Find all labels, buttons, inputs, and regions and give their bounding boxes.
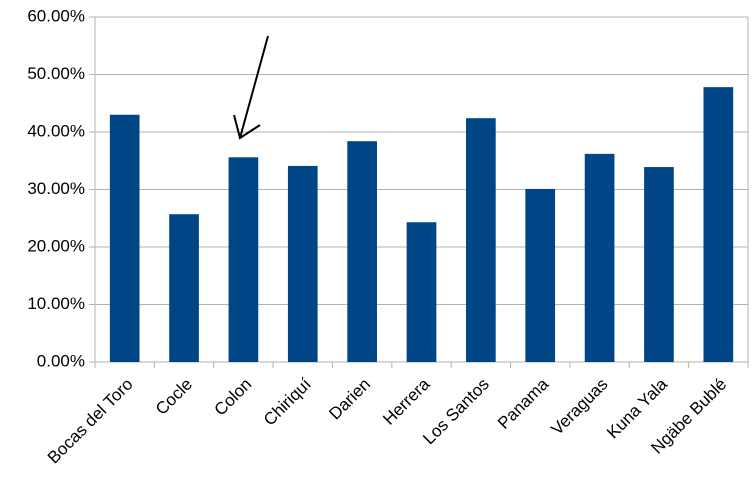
y-tick-label: 60.00% (27, 6, 85, 25)
x-tick-label: Veraguas (547, 375, 611, 439)
annotation-arrow (233, 35, 269, 140)
y-tick-label: 40.00% (27, 121, 85, 140)
x-tick-label: Chiriquí (260, 374, 315, 429)
y-tick-label: 20.00% (27, 236, 85, 255)
bar (228, 157, 259, 362)
bar (109, 114, 140, 362)
x-tick-label: Bocas del Toro (44, 375, 137, 468)
arrow-head (233, 114, 261, 140)
bar (644, 167, 674, 362)
x-tick-label: Panama (494, 374, 553, 433)
x-tick-label: Cocle (152, 375, 196, 419)
bar (169, 214, 199, 362)
x-tick-label: Darien (325, 375, 374, 424)
bar (347, 141, 377, 362)
y-tick-label: 30.00% (27, 179, 85, 198)
x-tick-label: Colon (211, 375, 256, 420)
bar (287, 165, 318, 362)
plot: 0.00% 10.00% 20.00% 30.00% 40.00% 50.00% 60.00… (27, 6, 749, 468)
bar (703, 87, 734, 363)
bar (525, 188, 556, 362)
bar (466, 118, 496, 362)
arrow-shaft (239, 35, 269, 139)
y-tick-label: 10.00% (27, 294, 85, 313)
y-tick-label: 50.00% (27, 64, 85, 83)
x-tick-label: Herrera (379, 374, 434, 429)
bar (584, 153, 615, 362)
bar (406, 222, 437, 362)
y-tick-label: 0.00% (37, 351, 85, 370)
